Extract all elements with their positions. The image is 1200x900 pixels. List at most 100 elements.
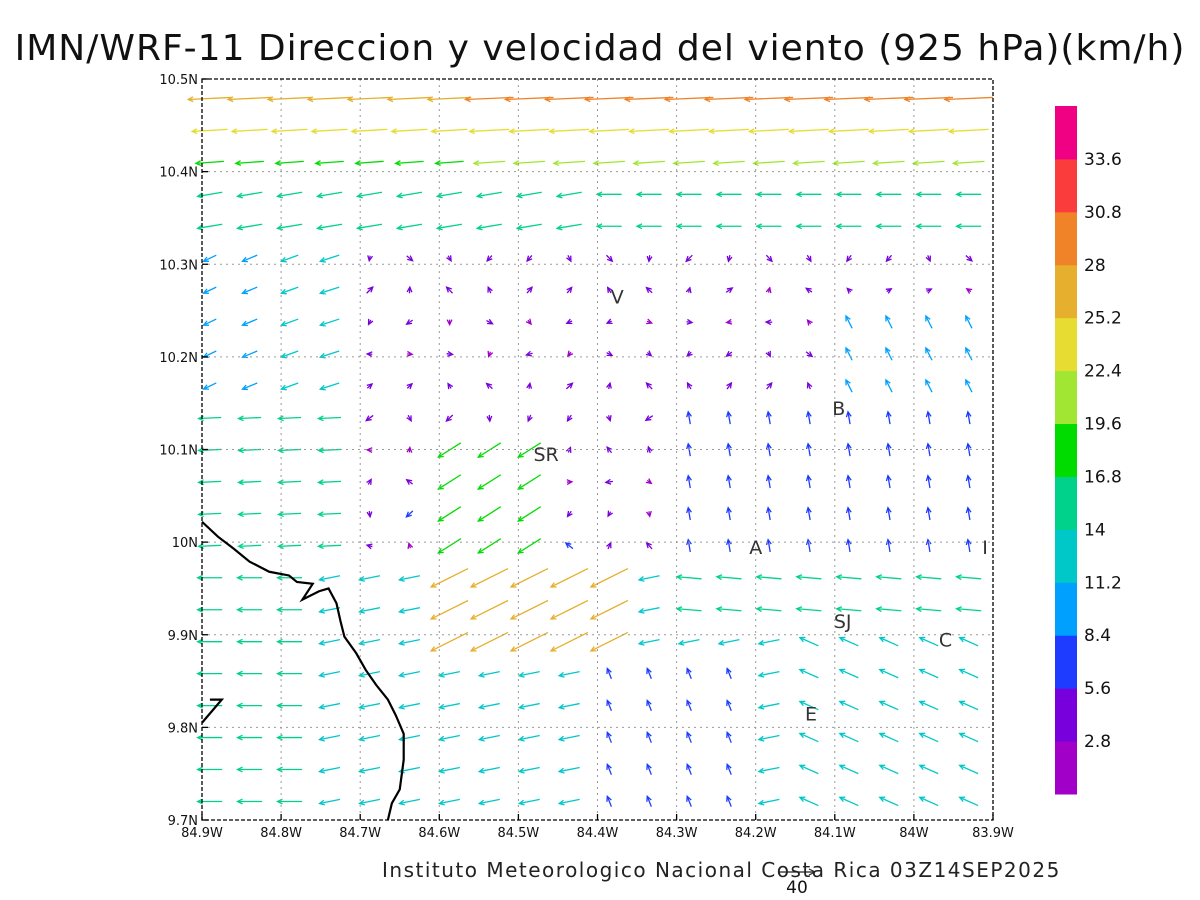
wind-arrow-shaft (519, 734, 540, 741)
wind-arrow (405, 510, 414, 518)
wind-arrow-shaft (845, 347, 853, 361)
wind-arrow-head (805, 538, 812, 546)
wind-arrow (524, 350, 533, 357)
wind-arrow (715, 606, 742, 613)
wind-arrow-shaft (437, 223, 462, 229)
wind-arrow (798, 700, 819, 711)
wind-arrow-shaft (477, 506, 502, 522)
wind-arrow (835, 574, 862, 581)
wind-arrow-head (437, 799, 445, 806)
wind-arrow-shaft (646, 668, 652, 680)
wind-arrow-head (645, 381, 652, 389)
wind-arrow-shaft (281, 382, 299, 390)
y-axis-ticks: 9.7N 9.8N 9.9N 10N 10.1N 10.2N 10.3N 10.4N 10.5N (159, 73, 208, 829)
wind-arrow-head (835, 223, 842, 230)
wind-arrow-shaft (470, 567, 509, 588)
wind-arrow-head (236, 192, 244, 199)
wind-arrow (196, 638, 223, 645)
wind-arrow (806, 318, 813, 326)
wind-arrow (515, 191, 542, 199)
wind-arrow-shaft (669, 128, 710, 133)
wind-arrow-head (885, 288, 893, 294)
wind-arrow-head (407, 542, 414, 549)
wind-arrow-shaft (799, 764, 819, 775)
wind-arrow-shaft (646, 796, 652, 807)
wind-arrow-head (606, 350, 614, 357)
wind-arrow (835, 223, 862, 230)
wind-arrow (646, 667, 652, 680)
wind-arrow (918, 700, 939, 711)
wind-arrow-shaft (399, 670, 421, 677)
wind-arrow-shaft (686, 700, 692, 711)
wind-arrow (635, 223, 662, 230)
wind-arrow-head (477, 703, 485, 710)
wind-arrow-head (429, 582, 437, 588)
colorbar-swatch (1055, 317, 1077, 372)
wind-arrow-shaft (879, 700, 899, 711)
wind-arrow-shaft (709, 128, 750, 133)
wind-arrow (805, 410, 812, 425)
wind-arrow-shaft (557, 191, 582, 198)
wind-arrow (447, 382, 454, 390)
wind-arrow-head (270, 128, 278, 135)
wind-arrow-head (241, 352, 248, 359)
wind-arrow-shaft (550, 599, 589, 620)
wind-arrow-shaft (879, 764, 899, 775)
wind-arrow-shaft (319, 702, 341, 709)
wind-arrow (276, 670, 303, 677)
wind-arrow-shaft (397, 223, 423, 229)
wind-arrow-shaft (606, 668, 613, 680)
colorbar-swatch (1055, 423, 1077, 477)
wind-arrow-head (958, 764, 966, 771)
wind-arrow (685, 286, 692, 294)
wind-arrow-head (606, 255, 614, 263)
wind-arrow (757, 670, 780, 678)
wind-arrow-head (804, 287, 812, 294)
wind-arrow (726, 410, 732, 425)
wind-arrow-head (557, 767, 565, 774)
wind-arrow (637, 607, 660, 614)
wind-arrow-head (405, 319, 413, 326)
wind-arrow (867, 128, 909, 135)
wind-arrow (318, 798, 341, 806)
wind-arrow (605, 254, 614, 263)
wind-arrow-shaft (904, 96, 954, 101)
wind-arrow (405, 478, 413, 485)
reference-vector: 40 (779, 868, 816, 898)
wind-arrow-head (477, 799, 485, 806)
wind-arrow (632, 160, 665, 167)
wind-arrow-head (867, 128, 875, 135)
wind-arrow (646, 731, 652, 743)
place-label: A (749, 537, 762, 559)
wind-arrow (318, 670, 341, 678)
wind-arrow (564, 542, 574, 550)
wind-arrow-head (202, 256, 210, 262)
wind-arrow-head (406, 285, 413, 293)
wind-arrow (589, 631, 629, 652)
wind-arrow-shaft (553, 160, 586, 165)
wind-arrow (606, 731, 613, 743)
wind-arrow (878, 668, 899, 679)
wind-arrow-head (635, 191, 643, 198)
wind-arrow-head (318, 703, 325, 710)
wind-arrow-head (196, 734, 203, 741)
wind-arrow-head (564, 542, 572, 549)
wind-arrow-shaft (718, 639, 740, 645)
wind-arrow-shaft (435, 160, 464, 165)
wind-arrow-shaft (925, 379, 933, 393)
wind-arrow-head (838, 668, 846, 675)
wind-arrow (194, 160, 224, 167)
wind-arrow-head (485, 382, 493, 389)
wind-arrow-head (397, 703, 405, 710)
wind-arrow-head (755, 191, 763, 198)
wind-arrow (357, 766, 381, 774)
wind-arrow-shaft (192, 128, 228, 133)
wind-arrow (838, 700, 859, 711)
wind-arrow (549, 599, 589, 620)
wind-arrow-head (845, 314, 851, 322)
wind-arrow-shaft (311, 128, 348, 133)
wind-arrow (764, 319, 773, 326)
wind-arrow-shaft (319, 798, 341, 805)
wind-arrow-head (583, 96, 591, 103)
wind-arrow (637, 639, 660, 646)
